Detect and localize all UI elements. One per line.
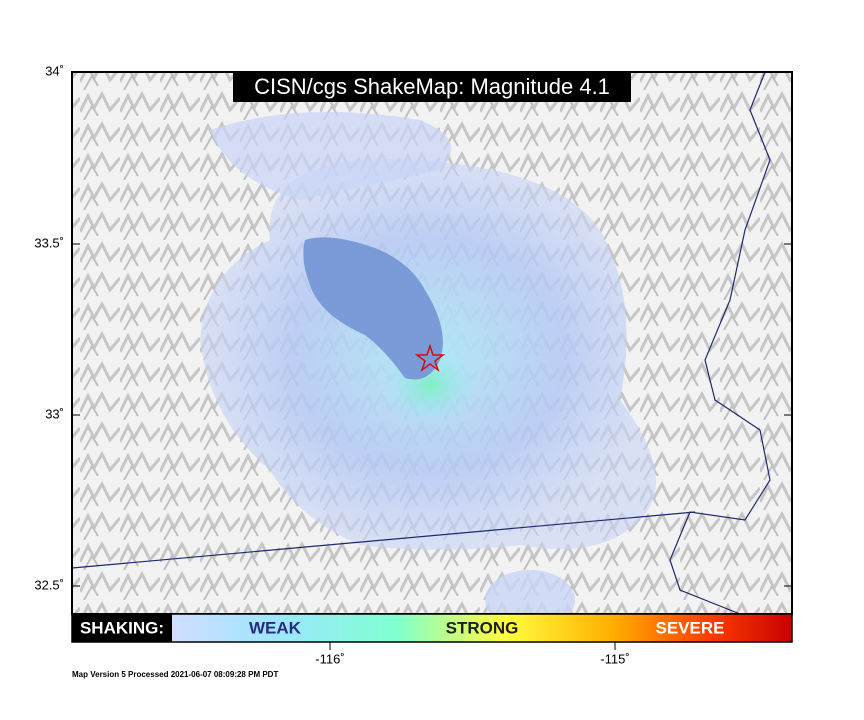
- map-title: CISN/cgs ShakeMap: Magnitude 4.1: [254, 74, 610, 99]
- lon-tick-label: -116˚: [315, 651, 344, 666]
- lat-tick-label: 33˚: [45, 406, 64, 421]
- title-box: [233, 72, 631, 102]
- border-state: [669, 71, 771, 615]
- shaking-area-north: [210, 112, 452, 200]
- legend-level: SEVERE: [656, 618, 725, 637]
- lon-tick-label: -115˚: [600, 651, 629, 666]
- border-mexico: [71, 511, 696, 569]
- lat-tick-label: 34˚: [45, 63, 64, 78]
- footer: Map Version 5 Processed 2021-06-07 08:09…: [72, 670, 278, 679]
- epicenter-star: [414, 343, 446, 373]
- lat-tick-label: 33.5˚: [34, 235, 64, 250]
- legend-level: STRONG: [446, 618, 519, 637]
- salton-sea: [303, 237, 443, 380]
- lat-tick-label: 32.5˚: [34, 577, 64, 592]
- legend-level: WEAK: [249, 618, 302, 637]
- legend-label: SHAKING:: [80, 618, 164, 637]
- legend-label-box: [72, 614, 172, 642]
